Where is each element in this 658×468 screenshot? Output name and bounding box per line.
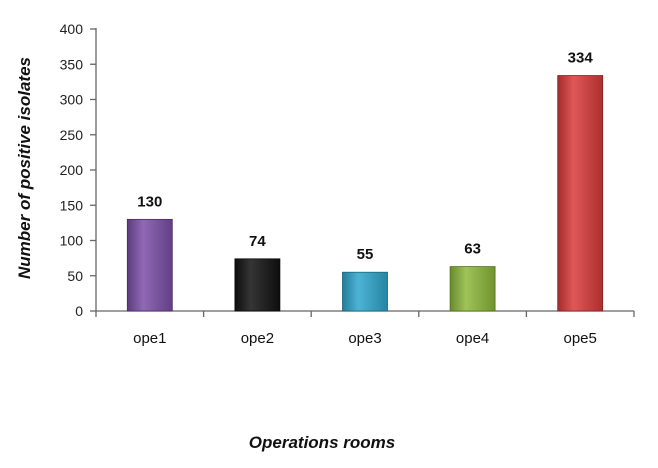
data-label-ope2: 74: [249, 233, 266, 250]
x-axis-title: Operations rooms: [249, 433, 395, 452]
y-tick-label: 200: [60, 162, 84, 178]
category-label-ope5: ope5: [564, 330, 597, 347]
x-axis-ticks: [95, 311, 635, 317]
y-tick-label: 100: [60, 233, 84, 249]
data-label-ope5: 334: [568, 50, 594, 67]
y-tick-label: 0: [75, 303, 83, 319]
category-label-ope2: ope2: [241, 330, 274, 347]
data-label-ope1: 130: [137, 193, 162, 210]
category-label-ope3: ope3: [348, 330, 381, 347]
bar-ope5: [557, 75, 604, 312]
category-label-ope1: ope1: [133, 330, 166, 347]
y-axis-ticks: 0 50 100 150 200 250 300 350 400: [60, 21, 96, 319]
y-tick-label: 150: [60, 197, 84, 213]
y-tick-label: 250: [60, 127, 84, 143]
category-labels: ope1 ope2 ope3 ope4 ope5: [133, 330, 597, 347]
category-label-ope4: ope4: [456, 330, 489, 347]
y-tick-label: 300: [60, 92, 84, 108]
y-tick-label: 50: [67, 268, 83, 284]
data-labels: 130 74 55 63 334: [137, 50, 593, 264]
y-tick-label: 350: [60, 56, 84, 72]
bar-ope1: [126, 218, 173, 312]
bar-ope2: [234, 258, 281, 312]
y-tick-label: 400: [60, 21, 84, 37]
data-label-ope3: 55: [357, 246, 374, 263]
bar-ope4: [449, 266, 496, 312]
bars: [126, 75, 604, 312]
bar-ope3: [342, 271, 388, 312]
y-axis-title: Number of positive isolates: [15, 57, 34, 279]
data-label-ope4: 63: [464, 241, 481, 258]
